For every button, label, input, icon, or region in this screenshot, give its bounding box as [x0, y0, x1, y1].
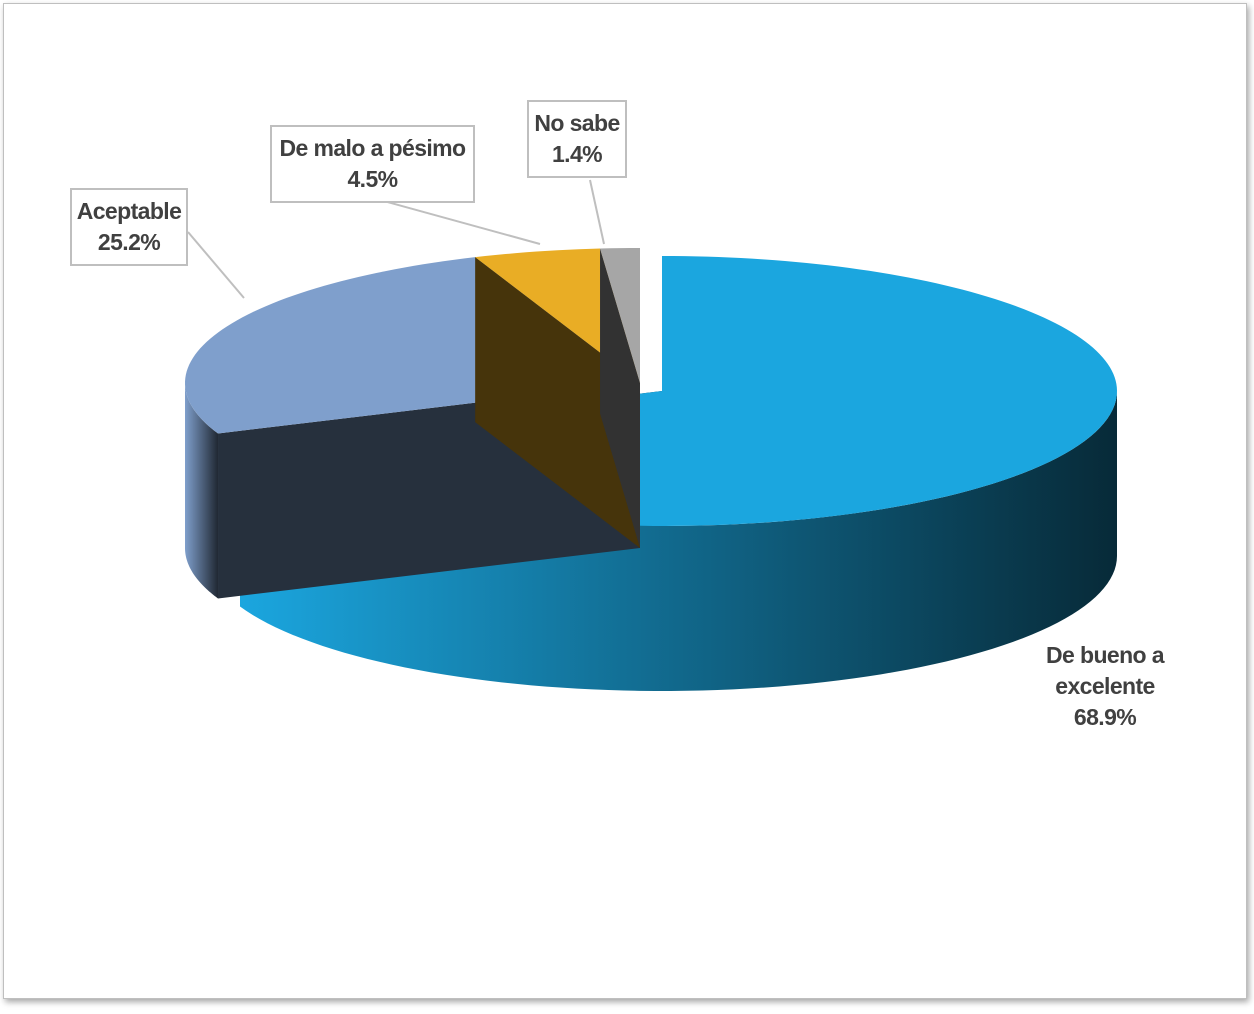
value-label: 4.5% [347, 166, 398, 192]
slice-side [240, 391, 1117, 691]
category-label: De malo a pésimo [279, 135, 467, 161]
data-label: De malo a pésimo 4.5% [270, 125, 475, 203]
slice-wall [600, 248, 640, 548]
data-label: De bueno a excelente 68.9% [1020, 640, 1190, 733]
slice-top [475, 248, 640, 383]
slice-wall [475, 257, 640, 548]
leader-lines [187, 179, 605, 299]
slices [185, 248, 1117, 691]
value-label: 1.4% [551, 141, 603, 167]
value-label: 25.2% [97, 229, 161, 255]
category-label: No sabe [534, 110, 620, 136]
leader-line [379, 199, 541, 245]
category-label: Aceptable [76, 198, 182, 224]
leader-line [187, 231, 245, 299]
category-label: De bueno a excelente [1046, 642, 1165, 699]
slice [600, 248, 640, 548]
leader-line [589, 179, 605, 245]
data-label: No sabe 1.4% [527, 100, 627, 178]
value-label: 68.9% [1073, 704, 1137, 730]
slice-top [600, 248, 640, 383]
slice-side [185, 383, 219, 599]
data-label: Aceptable 25.2% [70, 188, 188, 266]
